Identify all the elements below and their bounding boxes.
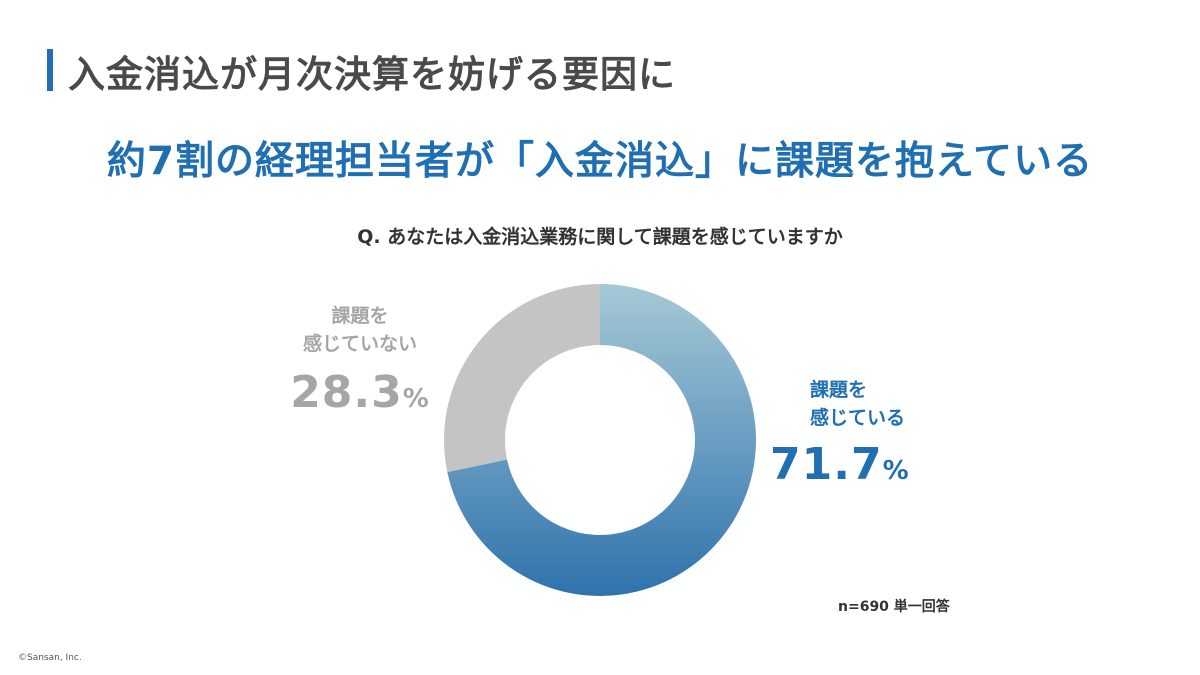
slice-label-line2: 感じていない bbox=[302, 333, 417, 355]
headline: 約7割の経理担当者が「入金消込」に課題を抱えている bbox=[106, 139, 1094, 184]
slice-percentage-value: 71.7 bbox=[770, 439, 883, 490]
copyright: ©Sansan, Inc. bbox=[18, 653, 82, 663]
slice-not-feeling-issue bbox=[444, 284, 600, 473]
percent-unit: % bbox=[402, 384, 430, 414]
percent-unit: % bbox=[882, 456, 910, 486]
slice-percentage: 28.3% bbox=[290, 364, 430, 428]
chart-question: Q. あなたは入金消込業務に関して課題を感じていますか bbox=[357, 226, 843, 248]
title-accent-bar bbox=[47, 49, 53, 91]
slice-percentage-value: 28.3 bbox=[290, 367, 403, 418]
donut-slices bbox=[444, 284, 756, 596]
slice-feeling-issue bbox=[447, 284, 756, 596]
page-title: 入金消込が月次決算を妨げる要因に bbox=[68, 53, 676, 96]
slice-percentage: 71.7% bbox=[770, 436, 930, 500]
slice-label-line1: 課題を bbox=[331, 305, 389, 327]
sample-size-note: n=690 単一回答 bbox=[838, 599, 950, 615]
slice-label-line2: 感じている bbox=[810, 407, 906, 429]
slice-label-line1: 課題を bbox=[810, 379, 868, 401]
slice-label-not-feeling: 課題を 感じていない 28.3% bbox=[290, 302, 430, 428]
slice-label-feeling: 課題を 感じている 71.7% bbox=[770, 376, 930, 500]
